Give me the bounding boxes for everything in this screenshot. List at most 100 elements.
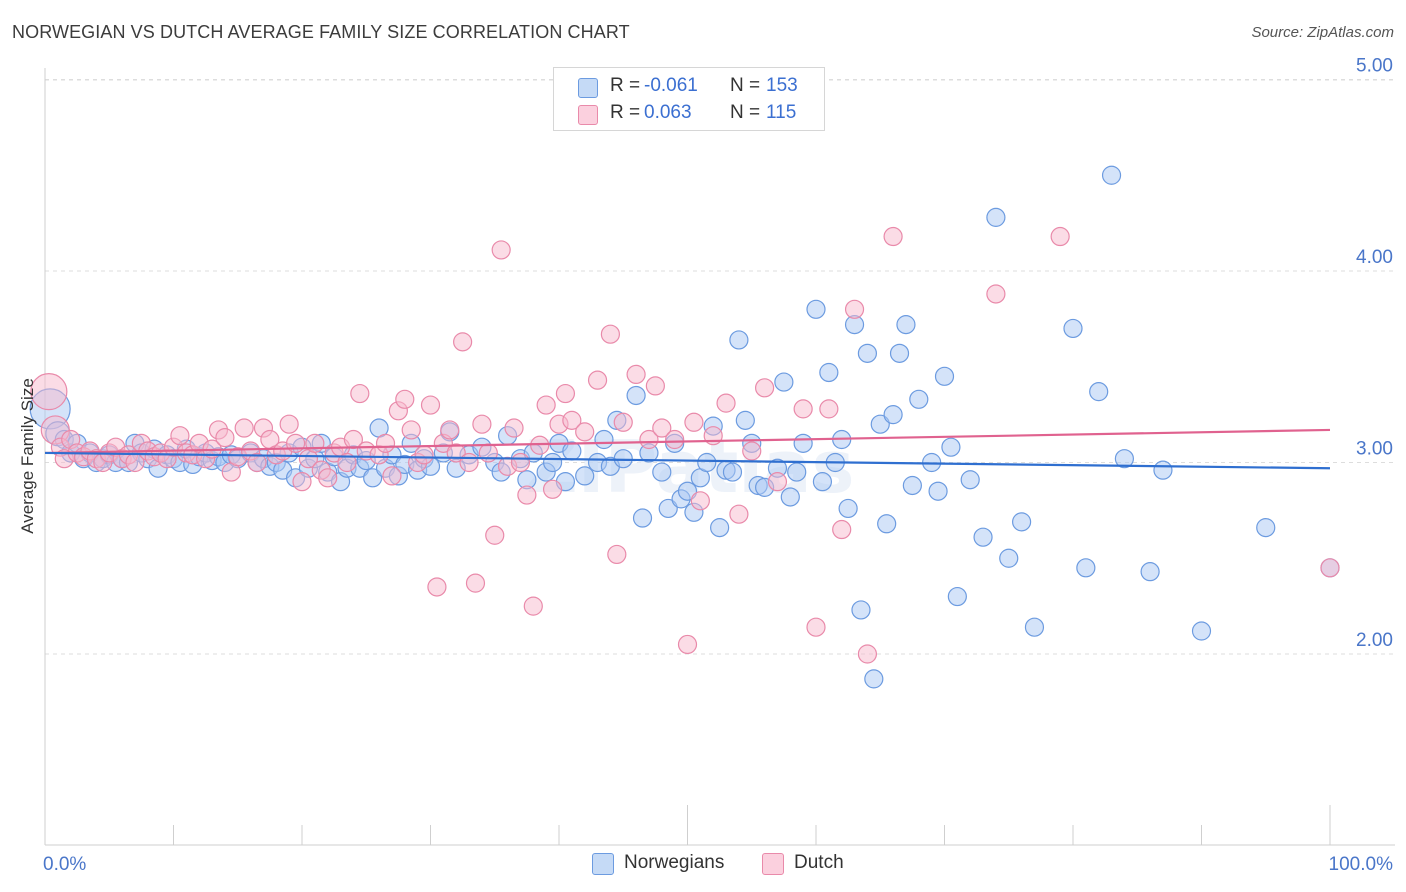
data-point: [517, 485, 537, 505]
data-point: [318, 468, 338, 488]
legend-r-value: 0.063: [644, 102, 692, 123]
data-point: [555, 383, 576, 404]
data-point: [510, 452, 531, 473]
legend-r-value: -0.061: [644, 75, 698, 96]
data-point: [472, 414, 492, 434]
data-point: [279, 414, 299, 434]
data-point: [1140, 562, 1160, 582]
legend-row-norwegians: R = -0.061 N = 153: [578, 75, 798, 99]
data-point: [793, 433, 813, 453]
stats-legend: R = -0.061 N = 153 R = 0.063 N = 115: [553, 67, 825, 131]
data-point: [941, 437, 961, 457]
data-point: [1024, 617, 1045, 637]
data-point: [350, 383, 370, 404]
data-point: [960, 470, 980, 490]
legend-swatch-dutch: [762, 853, 784, 875]
data-point: [1011, 512, 1032, 532]
data-point: [485, 525, 505, 545]
data-point: [292, 472, 312, 492]
data-point: [562, 410, 582, 430]
data-point: [883, 226, 903, 247]
data-point: [613, 412, 633, 432]
data-point: [414, 445, 434, 465]
data-point: [986, 284, 1006, 304]
data-point: [934, 366, 955, 386]
data-point: [684, 412, 704, 432]
legend-label-norwegians: Norwegians: [624, 852, 725, 873]
chart-title: NORWEGIAN VS DUTCH AVERAGE FAMILY SIZE C…: [12, 22, 630, 42]
y-tick-label: 3.00: [1356, 439, 1393, 460]
data-point: [864, 669, 884, 689]
data-point: [819, 362, 839, 383]
data-point: [851, 600, 871, 620]
data-point: [504, 418, 524, 438]
data-point: [632, 508, 653, 528]
data-point: [575, 466, 595, 486]
x-tick-label: 0.0%: [43, 854, 86, 875]
data-point: [1256, 518, 1276, 538]
data-point: [600, 324, 621, 344]
y-tick-label: 4.00: [1356, 247, 1393, 268]
data-point: [665, 429, 685, 450]
data-point: [542, 479, 563, 499]
legend-row-dutch: R = 0.063 N = 115: [578, 102, 796, 126]
data-point: [639, 429, 659, 450]
data-point: [793, 399, 813, 419]
data-point: [234, 418, 254, 438]
data-point: [729, 504, 749, 524]
data-point: [928, 481, 948, 501]
data-point: [607, 544, 627, 565]
legend-label-dutch: Dutch: [794, 852, 844, 873]
legend-n-label: N =: [730, 75, 761, 96]
data-point: [1076, 558, 1096, 578]
data-point: [459, 452, 479, 473]
data-point: [844, 299, 865, 319]
data-point: [170, 426, 190, 446]
data-point: [645, 376, 665, 396]
legend-swatch-norwegians: [592, 853, 614, 875]
data-point: [832, 519, 852, 540]
data-point: [767, 472, 788, 492]
data-point: [343, 429, 363, 450]
data-point: [986, 207, 1006, 227]
data-point: [877, 514, 897, 534]
data-point: [902, 475, 922, 496]
data-point: [973, 527, 993, 547]
trend-line-norwegians: [44, 451, 1331, 470]
data-point: [542, 452, 563, 473]
data-point: [947, 586, 967, 607]
data-point: [440, 420, 460, 440]
legend-n-value: 153: [766, 75, 798, 96]
data-point: [909, 389, 929, 409]
y-tick-label: 5.00: [1356, 56, 1393, 77]
data-point: [1191, 621, 1212, 641]
data-point: [658, 498, 678, 519]
data-point: [305, 433, 325, 453]
data-point: [1050, 226, 1070, 247]
data-point: [453, 332, 473, 352]
data-point: [812, 472, 833, 492]
data-point: [677, 634, 698, 655]
source-credit: Source: ZipAtlas.com: [1251, 24, 1394, 41]
data-point: [523, 596, 543, 616]
data-point: [716, 393, 736, 413]
data-point: [1320, 558, 1340, 578]
data-point: [427, 577, 447, 597]
data-point: [395, 389, 415, 409]
data-point: [337, 452, 357, 473]
data-point: [806, 299, 826, 319]
series-dutch: [30, 226, 1340, 664]
data-point: [626, 364, 646, 385]
trend-lines: [44, 428, 1331, 470]
data-point: [883, 405, 903, 425]
data-point: [754, 378, 775, 398]
data-point: [363, 468, 383, 488]
legend-r-label: R =: [610, 75, 641, 96]
trend-line-dutch: [44, 428, 1331, 455]
data-point: [401, 420, 421, 440]
data-point: [857, 343, 878, 363]
data-point: [729, 330, 749, 350]
data-point: [690, 491, 710, 511]
data-point: [710, 518, 730, 538]
data-point: [652, 418, 672, 438]
